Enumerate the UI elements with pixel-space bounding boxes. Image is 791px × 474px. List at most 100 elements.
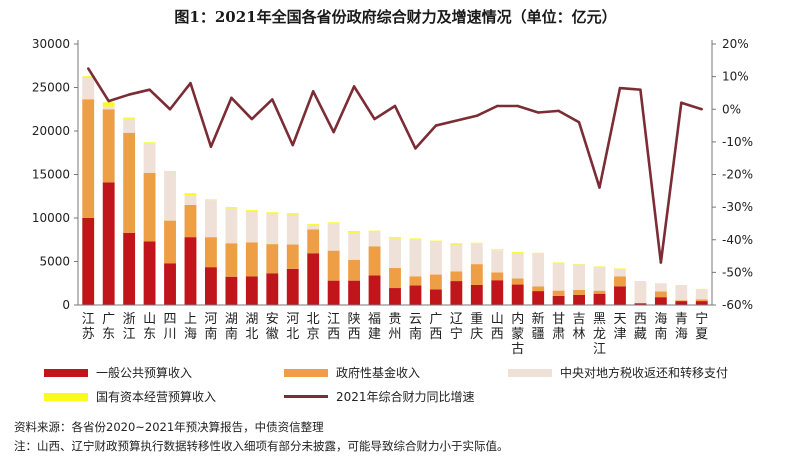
bar-segment: [123, 118, 136, 133]
growth-point: [189, 81, 192, 85]
bar-segment: [164, 263, 176, 305]
bar-segment: [368, 230, 381, 232]
growth-point: [393, 104, 397, 108]
category-label: 云南: [409, 312, 422, 342]
growth-point: [311, 90, 315, 93]
left-tick-label: 30000: [32, 37, 70, 51]
legend-swatch-general-budget: [44, 368, 88, 377]
legend-label-state-capital: 国有资本经营预算收入: [96, 390, 217, 404]
right-tick-label: -10%: [722, 135, 753, 149]
bar-segment: [532, 291, 545, 305]
legend-swatch-central-transfer: [508, 368, 552, 377]
right-tick-label: -60%: [722, 298, 753, 312]
bar-segment: [675, 285, 688, 301]
category-label: 广西: [429, 312, 442, 342]
bar-segment: [102, 102, 115, 107]
bar-segment: [409, 239, 422, 277]
bar-segment: [573, 289, 585, 295]
bar-segment: [307, 224, 320, 225]
bar-segment: [307, 224, 320, 230]
bar-segment: [143, 142, 156, 144]
bar-segment: [470, 284, 483, 305]
bar-segment: [286, 244, 299, 269]
growth-point: [271, 98, 274, 101]
bar-segment: [573, 295, 585, 305]
bar-segment: [286, 213, 299, 215]
category-label: 吉林: [573, 312, 586, 342]
category-label: 江西: [327, 312, 340, 342]
legend-label-general-budget: 一般公共预算收入: [96, 366, 193, 380]
bar-segment: [266, 214, 279, 245]
bar-segment: [450, 243, 463, 245]
bar-segment: [82, 99, 95, 218]
bar-segment: [245, 276, 258, 305]
bar-segment: [184, 204, 197, 238]
bar-segment: [614, 268, 626, 270]
bar-segment: [348, 231, 361, 233]
legend-item-general-budget: 一般公共预算收入: [44, 364, 192, 381]
category-label: 四川: [164, 312, 177, 342]
category-label: 西藏: [634, 312, 647, 342]
category-label: 辽宁: [450, 312, 463, 342]
category-label: 宁夏: [695, 311, 708, 342]
legend-item-gov-fund: 政府性基金收入: [284, 364, 420, 381]
category-label: 福建: [368, 312, 381, 342]
bar-segment: [164, 171, 176, 172]
bar-segment: [184, 195, 197, 205]
bar-segment: [82, 77, 95, 100]
legend-swatch-growth: [284, 395, 328, 398]
bar-segment: [348, 280, 361, 305]
left-tick-label: 15000: [32, 168, 70, 182]
bar-segment: [225, 207, 238, 209]
bar-segment: [450, 271, 463, 282]
bar-segment: [511, 251, 524, 253]
bar-segment: [205, 200, 217, 238]
bar-segment: [614, 286, 626, 305]
bar-segment: [102, 106, 115, 110]
left-tick-label: 0: [62, 298, 70, 312]
bar-segment: [266, 244, 279, 274]
chart-title: 图1：2021年全国各省份政府综合财力及增速情况（单位：亿元）: [174, 7, 617, 26]
right-tick-label: 10%: [722, 70, 749, 84]
growth-point: [680, 101, 683, 104]
bar-segment: [552, 295, 565, 305]
bar-segment: [593, 293, 606, 305]
bar-segment: [348, 232, 361, 260]
bar-segment: [245, 242, 258, 277]
growth-point: [209, 145, 213, 148]
category-label: 山东: [143, 312, 156, 342]
bar-segment: [205, 199, 217, 201]
category-label: 浙江: [123, 312, 136, 342]
growth-point: [250, 117, 254, 121]
growth-point: [659, 261, 663, 264]
bar-segment: [389, 237, 401, 239]
bar-segment: [143, 241, 156, 305]
bar-segment: [675, 301, 688, 305]
right-tick-label: 20%: [722, 37, 749, 51]
category-label: 河北: [286, 312, 299, 342]
left-tick-label: 10000: [32, 211, 70, 225]
growth-point: [230, 96, 233, 100]
category-label: 广东: [102, 312, 115, 342]
bar-segment: [368, 231, 381, 247]
growth-point: [127, 93, 131, 96]
bar-segment: [368, 275, 381, 305]
source-note: 资料来源：各省份2020~2021年预决算报告，中债资信整理: [14, 420, 324, 434]
bar-segment: [532, 252, 545, 254]
bar-segment: [102, 109, 115, 183]
bar-segment: [348, 259, 361, 281]
bar-segment: [286, 214, 299, 245]
category-label: 内蒙古: [511, 311, 524, 355]
growth-point: [168, 108, 172, 111]
growth-point: [455, 119, 458, 122]
bar-segment: [593, 290, 606, 294]
category-label: 贵州: [388, 312, 401, 342]
category-label: 河南: [204, 312, 217, 342]
growth-point: [557, 109, 560, 113]
growth-point: [577, 121, 581, 124]
left-tick-label: 25000: [32, 81, 70, 95]
category-label: 黑龙江: [593, 312, 606, 355]
bar-segment: [205, 237, 217, 268]
bar-segment: [429, 274, 442, 290]
bar-segment: [184, 193, 197, 196]
